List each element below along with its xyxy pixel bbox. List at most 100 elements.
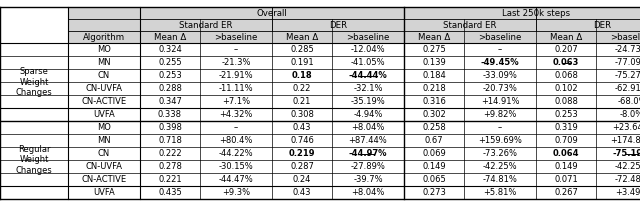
Text: 0.24: 0.24 — [293, 175, 311, 184]
Text: -24.73%: -24.73% — [614, 45, 640, 54]
Text: -62.91%: -62.91% — [614, 84, 640, 93]
Text: +5.81%: +5.81% — [483, 188, 516, 197]
Text: +7.1%: +7.1% — [222, 97, 250, 106]
Text: Mean Δ: Mean Δ — [550, 33, 582, 41]
Text: 0.273: 0.273 — [422, 188, 446, 197]
Text: -72.48%: -72.48% — [614, 175, 640, 184]
Text: 0.219: 0.219 — [289, 149, 316, 158]
Text: -4.94%: -4.94% — [353, 110, 383, 119]
Text: CN-ACTIVE: CN-ACTIVE — [81, 175, 127, 184]
Text: -75.27%: -75.27% — [614, 71, 640, 80]
Text: +23.64%: +23.64% — [612, 123, 640, 132]
Text: 0.065: 0.065 — [422, 175, 446, 184]
Text: -42.25%: -42.25% — [614, 162, 640, 171]
Text: +8.04%: +8.04% — [351, 188, 385, 197]
Text: 0.746: 0.746 — [290, 136, 314, 145]
Text: Algorithm: Algorithm — [83, 33, 125, 41]
Text: >baseline: >baseline — [611, 33, 640, 41]
Text: 0.258: 0.258 — [422, 123, 446, 132]
Text: 0.253: 0.253 — [158, 71, 182, 80]
Text: +9.3%: +9.3% — [222, 188, 250, 197]
Text: 0.435: 0.435 — [158, 188, 182, 197]
Text: 0.67: 0.67 — [425, 136, 444, 145]
Text: 0.22: 0.22 — [293, 84, 311, 93]
Text: -8.0%: -8.0% — [620, 110, 640, 119]
Text: CN: CN — [98, 149, 110, 158]
Text: CN-ACTIVE: CN-ACTIVE — [81, 97, 127, 106]
Text: +87.44%: +87.44% — [349, 136, 387, 145]
Text: 0.338: 0.338 — [158, 110, 182, 119]
Text: -41.05%: -41.05% — [351, 58, 385, 67]
Text: CN-UVFA: CN-UVFA — [86, 84, 122, 93]
Text: –: – — [234, 123, 238, 132]
Text: UVFA: UVFA — [93, 110, 115, 119]
Text: Sparse
Weight
Changes: Sparse Weight Changes — [15, 67, 52, 97]
Text: -35.19%: -35.19% — [351, 97, 385, 106]
Text: 0.222: 0.222 — [158, 149, 182, 158]
Text: Mean Δ: Mean Δ — [154, 33, 186, 41]
Text: 0.191: 0.191 — [290, 58, 314, 67]
Text: -27.89%: -27.89% — [351, 162, 385, 171]
Text: 0.709: 0.709 — [554, 136, 578, 145]
Text: 0.319: 0.319 — [554, 123, 578, 132]
Text: 0.184: 0.184 — [422, 71, 446, 80]
Bar — [68, 7, 640, 43]
Text: 0.275: 0.275 — [422, 45, 446, 54]
Text: 0.255: 0.255 — [158, 58, 182, 67]
Text: -73.26%: -73.26% — [483, 149, 518, 158]
Text: >baseline: >baseline — [478, 33, 522, 41]
Text: -32.1%: -32.1% — [353, 84, 383, 93]
Text: Standard ER: Standard ER — [179, 21, 233, 29]
Text: -30.15%: -30.15% — [219, 162, 253, 171]
Text: 0.069: 0.069 — [422, 149, 446, 158]
Text: >baseline: >baseline — [214, 33, 258, 41]
Text: 0.068: 0.068 — [554, 71, 578, 80]
Text: -44.47%: -44.47% — [219, 175, 253, 184]
Text: 0.139: 0.139 — [422, 58, 446, 67]
Text: -12.04%: -12.04% — [351, 45, 385, 54]
Text: +9.82%: +9.82% — [483, 110, 516, 119]
Text: -75.19%: -75.19% — [612, 149, 640, 158]
Text: 0.221: 0.221 — [158, 175, 182, 184]
Text: -74.81%: -74.81% — [483, 175, 517, 184]
Text: 0.43: 0.43 — [292, 123, 311, 132]
Text: –: – — [498, 123, 502, 132]
Text: 0.088: 0.088 — [554, 97, 578, 106]
Text: CN-UVFA: CN-UVFA — [86, 162, 122, 171]
Text: 0.278: 0.278 — [158, 162, 182, 171]
Text: 0.149: 0.149 — [554, 162, 578, 171]
Text: MO: MO — [97, 123, 111, 132]
Text: -33.09%: -33.09% — [483, 71, 517, 80]
Text: 0.102: 0.102 — [554, 84, 578, 93]
Text: 0.347: 0.347 — [158, 97, 182, 106]
Text: Last 250k steps: Last 250k steps — [502, 8, 570, 18]
Text: 0.18: 0.18 — [292, 71, 312, 80]
Text: -11.11%: -11.11% — [219, 84, 253, 93]
Text: +159.69%: +159.69% — [478, 136, 522, 145]
Text: 0.267: 0.267 — [554, 188, 578, 197]
Text: +4.32%: +4.32% — [220, 110, 253, 119]
Text: 0.285: 0.285 — [290, 45, 314, 54]
Text: +8.04%: +8.04% — [351, 123, 385, 132]
Text: Mean Δ: Mean Δ — [418, 33, 450, 41]
Text: -77.09%: -77.09% — [614, 58, 640, 67]
Text: –: – — [234, 45, 238, 54]
Text: CN: CN — [98, 71, 110, 80]
Text: DER: DER — [329, 21, 347, 29]
Text: Mean Δ: Mean Δ — [286, 33, 318, 41]
Text: 0.287: 0.287 — [290, 162, 314, 171]
Text: Overall: Overall — [257, 8, 287, 18]
Text: 0.308: 0.308 — [290, 110, 314, 119]
Text: -68.0%: -68.0% — [617, 97, 640, 106]
Text: >baseline: >baseline — [346, 33, 390, 41]
Text: 0.063: 0.063 — [553, 58, 579, 67]
Text: Regular
Weight
Changes: Regular Weight Changes — [15, 145, 52, 175]
Text: DER: DER — [593, 21, 611, 29]
Text: –: – — [498, 45, 502, 54]
Text: -49.45%: -49.45% — [481, 58, 519, 67]
Text: UVFA: UVFA — [93, 188, 115, 197]
Text: 0.302: 0.302 — [422, 110, 446, 119]
Text: 0.207: 0.207 — [554, 45, 578, 54]
Text: MN: MN — [97, 136, 111, 145]
Text: 0.253: 0.253 — [554, 110, 578, 119]
